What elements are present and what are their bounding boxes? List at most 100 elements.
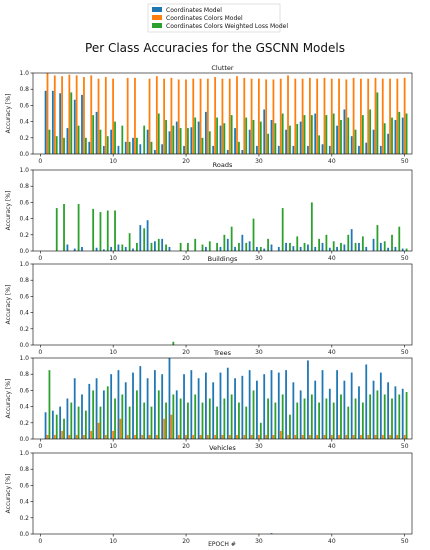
bar — [330, 434, 333, 439]
bar — [398, 226, 401, 251]
bar — [95, 378, 98, 439]
bar — [383, 394, 386, 439]
bar — [148, 434, 151, 439]
x-tick-label: 10 — [109, 538, 117, 545]
bar — [310, 394, 313, 439]
bar — [372, 380, 375, 439]
bar — [256, 246, 258, 251]
x-tick-label: 10 — [109, 255, 117, 262]
bar — [201, 137, 204, 154]
bar — [259, 422, 262, 439]
bar — [44, 90, 47, 154]
bar — [230, 226, 233, 251]
bar — [374, 434, 377, 439]
bar — [75, 75, 78, 154]
y-tick-label: 0.4 — [19, 404, 29, 411]
bar — [223, 123, 226, 154]
subplot-roads: Roads 0.0 0.2 0.4 0.6 0.8 1.0 0 10 20 30 40 50 Accura… — [5, 161, 413, 262]
legend-label-1: Coordinates Colors Model — [166, 15, 243, 22]
bar — [270, 370, 273, 439]
x-tick-label: 10 — [109, 443, 117, 450]
legend: Coordinates Model Coordinates Colors Mod… — [147, 3, 288, 33]
x-tick-label: 50 — [401, 538, 409, 545]
bar — [226, 367, 229, 439]
x-tick-label: 50 — [401, 255, 409, 262]
bar — [155, 434, 158, 439]
bar — [259, 246, 262, 251]
bar — [307, 145, 309, 154]
bar — [301, 434, 304, 439]
bar — [153, 241, 156, 251]
bar — [325, 115, 328, 154]
bar — [277, 145, 280, 154]
bar — [325, 398, 328, 439]
bar — [345, 79, 348, 154]
bar — [73, 248, 76, 251]
y-tick-label: 0.0 — [19, 342, 29, 349]
bar — [381, 434, 384, 439]
bar — [318, 402, 321, 439]
bar — [216, 406, 218, 439]
bar — [308, 434, 311, 439]
bar — [236, 76, 238, 154]
axes-frame — [32, 72, 413, 155]
bar — [285, 370, 287, 439]
y-tick-label: 0.6 — [19, 102, 29, 109]
bar — [365, 246, 368, 251]
bar — [279, 78, 282, 154]
bar — [92, 208, 95, 251]
bar — [77, 406, 80, 439]
bar — [157, 390, 160, 439]
bar — [134, 77, 136, 154]
bar — [216, 117, 218, 154]
y-tick-label: 0.6 — [19, 199, 29, 206]
bar — [369, 394, 372, 439]
bar — [347, 117, 350, 154]
bar — [294, 78, 297, 154]
bar — [83, 434, 85, 439]
bar — [134, 434, 136, 439]
bar — [132, 372, 134, 439]
bar — [230, 115, 233, 154]
bar — [146, 378, 149, 439]
bar — [248, 129, 251, 154]
bar — [299, 390, 302, 439]
bar — [281, 394, 284, 439]
bar — [150, 406, 153, 439]
bar — [323, 434, 326, 439]
bar — [66, 398, 69, 439]
bar — [338, 78, 340, 154]
bar — [328, 388, 331, 439]
bar — [389, 434, 391, 439]
bar — [405, 248, 408, 251]
x-tick-label: 10 — [109, 158, 117, 165]
bar — [287, 434, 289, 439]
bar — [256, 145, 258, 154]
bar — [405, 392, 408, 439]
bar — [143, 125, 146, 154]
bar — [168, 246, 171, 251]
bar — [328, 145, 331, 154]
bar — [205, 246, 207, 251]
bar — [170, 77, 173, 154]
bar — [187, 242, 189, 251]
x-tick-label: 50 — [401, 158, 409, 165]
bar — [272, 434, 275, 439]
bar — [90, 75, 93, 154]
bar — [53, 75, 56, 154]
bar — [153, 149, 156, 154]
y-tick-label: 1.0 — [19, 261, 29, 268]
series-0 — [270, 533, 273, 534]
bar — [73, 378, 76, 439]
bar — [70, 402, 73, 439]
bar — [179, 242, 182, 251]
y-tick-label: 0.2 — [19, 326, 29, 333]
legend-label-0: Coordinates Model — [166, 7, 222, 14]
bar — [128, 141, 131, 154]
bar — [114, 121, 116, 154]
bar — [55, 414, 58, 439]
bar — [55, 208, 58, 251]
x-tick-label: 10 — [109, 349, 117, 356]
y-tick-label: 0.0 — [19, 248, 29, 255]
bar — [183, 374, 185, 439]
